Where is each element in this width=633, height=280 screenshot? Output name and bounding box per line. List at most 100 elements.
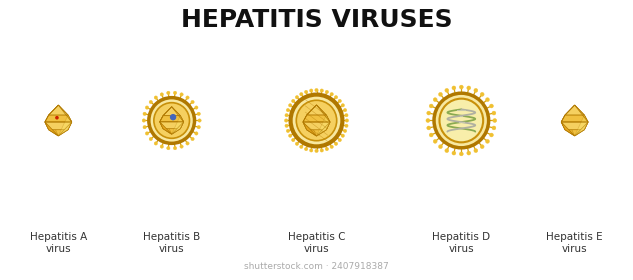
Circle shape <box>296 95 299 99</box>
Polygon shape <box>163 107 180 116</box>
Polygon shape <box>45 122 58 136</box>
Circle shape <box>330 145 334 148</box>
Polygon shape <box>45 115 58 136</box>
Circle shape <box>180 145 183 148</box>
Circle shape <box>143 125 146 129</box>
Circle shape <box>149 100 153 104</box>
Circle shape <box>291 95 342 146</box>
Circle shape <box>195 132 198 135</box>
Circle shape <box>173 146 177 150</box>
Circle shape <box>195 106 198 109</box>
Circle shape <box>186 96 189 99</box>
Circle shape <box>429 133 433 137</box>
Circle shape <box>460 85 463 89</box>
Circle shape <box>341 104 344 107</box>
Circle shape <box>285 114 288 117</box>
Polygon shape <box>58 122 72 136</box>
Polygon shape <box>561 122 575 136</box>
Circle shape <box>197 125 201 129</box>
Circle shape <box>154 103 189 138</box>
Circle shape <box>289 134 292 137</box>
Polygon shape <box>307 105 326 115</box>
Circle shape <box>149 98 194 143</box>
Circle shape <box>315 88 318 92</box>
Circle shape <box>146 132 149 135</box>
Circle shape <box>338 138 341 142</box>
Circle shape <box>160 145 163 148</box>
Polygon shape <box>58 105 72 122</box>
Polygon shape <box>160 122 184 129</box>
Circle shape <box>143 112 146 116</box>
Circle shape <box>146 106 149 109</box>
Circle shape <box>330 92 334 96</box>
Text: shutterstock.com · 2407918387: shutterstock.com · 2407918387 <box>244 262 389 271</box>
Polygon shape <box>316 105 330 122</box>
Circle shape <box>180 93 183 96</box>
Circle shape <box>304 147 308 151</box>
Circle shape <box>289 104 292 107</box>
Circle shape <box>304 90 308 94</box>
Circle shape <box>286 108 290 112</box>
Polygon shape <box>303 115 330 122</box>
Circle shape <box>320 89 323 92</box>
Polygon shape <box>561 115 588 122</box>
Polygon shape <box>565 105 584 115</box>
Circle shape <box>341 134 344 137</box>
Circle shape <box>198 119 201 122</box>
Polygon shape <box>160 116 172 134</box>
Circle shape <box>452 86 456 90</box>
Circle shape <box>345 124 348 127</box>
Circle shape <box>439 92 442 96</box>
Circle shape <box>285 124 288 127</box>
Circle shape <box>334 142 337 145</box>
Text: Hepatitis C
virus: Hepatitis C virus <box>288 232 345 254</box>
Circle shape <box>460 152 463 156</box>
Circle shape <box>338 99 341 103</box>
Polygon shape <box>561 115 575 136</box>
Polygon shape <box>45 122 72 130</box>
Polygon shape <box>303 105 316 122</box>
Polygon shape <box>575 122 588 136</box>
Circle shape <box>310 149 313 152</box>
Polygon shape <box>45 105 58 122</box>
Circle shape <box>489 104 493 108</box>
Circle shape <box>489 133 493 137</box>
Polygon shape <box>172 107 184 122</box>
Circle shape <box>474 88 478 92</box>
Circle shape <box>166 146 170 150</box>
Polygon shape <box>303 122 316 136</box>
Circle shape <box>480 145 484 149</box>
Circle shape <box>345 114 348 117</box>
Polygon shape <box>58 115 72 136</box>
Circle shape <box>154 96 158 99</box>
Text: Hepatitis B
virus: Hepatitis B virus <box>143 232 200 254</box>
Circle shape <box>310 89 313 92</box>
Circle shape <box>439 99 483 142</box>
Circle shape <box>191 100 194 104</box>
Circle shape <box>452 151 456 155</box>
Circle shape <box>160 93 163 96</box>
Circle shape <box>296 100 337 141</box>
Circle shape <box>467 86 471 90</box>
Text: Hepatitis E
virus: Hepatitis E virus <box>546 232 603 254</box>
Text: Hepatitis D
virus: Hepatitis D virus <box>432 232 491 254</box>
Circle shape <box>197 112 201 116</box>
Circle shape <box>427 126 430 130</box>
Circle shape <box>286 129 290 132</box>
Polygon shape <box>303 115 316 136</box>
Polygon shape <box>160 122 172 134</box>
Polygon shape <box>49 105 68 115</box>
Circle shape <box>426 118 430 122</box>
Polygon shape <box>160 107 172 122</box>
Circle shape <box>299 145 303 148</box>
Circle shape <box>149 137 153 141</box>
Polygon shape <box>575 105 588 122</box>
Circle shape <box>320 149 323 152</box>
Circle shape <box>439 145 442 149</box>
Polygon shape <box>561 122 588 130</box>
Circle shape <box>299 92 303 96</box>
Polygon shape <box>172 122 184 134</box>
Circle shape <box>434 93 489 148</box>
Circle shape <box>142 119 146 122</box>
Polygon shape <box>303 105 330 136</box>
